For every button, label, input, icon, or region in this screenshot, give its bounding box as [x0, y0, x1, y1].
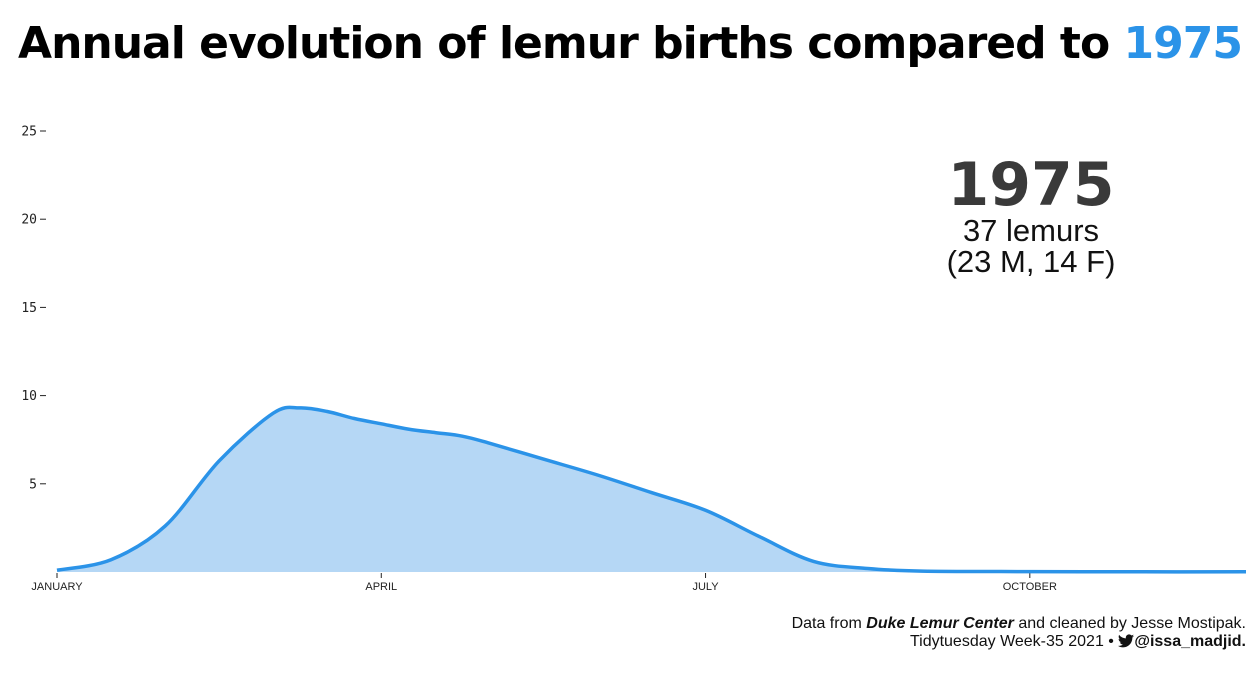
- caption-suffix: and cleaned by Jesse Mostipak.: [1018, 615, 1246, 632]
- twitter-bird-icon: [1118, 634, 1135, 648]
- x-tick-label: OCTOBER: [1003, 581, 1057, 593]
- x-tick-label: JULY: [692, 581, 719, 593]
- caption-source: Data from Duke Lemur Center and cleaned …: [792, 615, 1246, 633]
- y-tick-label: 25: [21, 125, 37, 140]
- caption-week: Tidytuesday Week-35 2021 •: [909, 633, 1114, 650]
- x-tick-label: APRIL: [365, 581, 397, 593]
- caption-handle: @issa_madjid.: [1134, 633, 1246, 650]
- annotation-breakdown: (23 M, 14 F): [947, 244, 1116, 279]
- x-axis: JANUARY APRIL JULY OCTOBER: [31, 573, 1057, 593]
- annotation-year: 1975: [948, 150, 1115, 220]
- y-tick-label: 15: [21, 301, 37, 316]
- caption-credit: Tidytuesday Week-35 2021 • @issa_madjid.: [910, 633, 1246, 651]
- area-fill: [57, 407, 1246, 572]
- chart-title: Annual evolution of lemur births compare…: [0, 18, 1260, 69]
- caption-source-name: Duke Lemur Center: [866, 615, 1014, 632]
- chart-title-text: Annual evolution of lemur births compare…: [18, 18, 1110, 69]
- y-tick-label: 10: [21, 389, 37, 404]
- y-tick-label: 5: [29, 477, 37, 492]
- caption-prefix: Data from: [791, 615, 862, 632]
- chart-title-year: 1975: [1123, 18, 1243, 69]
- y-tick-label: 20: [21, 213, 37, 228]
- x-tick-label: JANUARY: [31, 581, 83, 593]
- annotation-count: 37 lemurs: [963, 213, 1099, 248]
- y-axis: 5 10 15 20 25: [21, 125, 46, 492]
- area-line: [56, 405, 1247, 574]
